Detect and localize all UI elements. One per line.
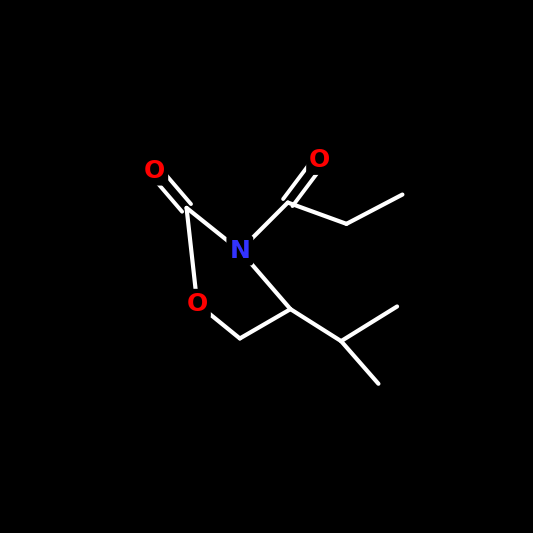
Text: N: N: [229, 238, 251, 263]
Text: O: O: [187, 292, 208, 316]
Text: O: O: [309, 148, 330, 172]
Text: O: O: [144, 158, 165, 183]
